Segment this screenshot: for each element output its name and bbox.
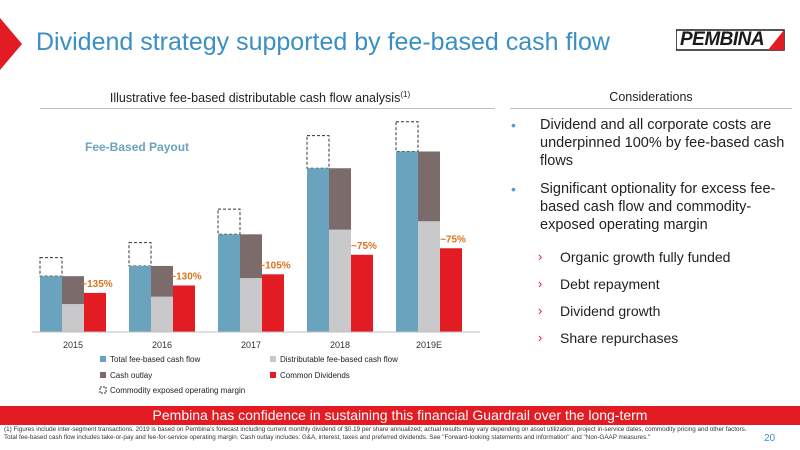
dividend-bar: [351, 254, 373, 332]
cash-outlay-bar: [329, 168, 351, 230]
total-fee-based-bar: [129, 265, 151, 332]
chevron-right-icon: ›: [538, 276, 543, 291]
distributable-bar: [240, 278, 262, 332]
chart-title: Illustrative fee-based distributable cas…: [40, 90, 480, 105]
sub-bullet-item: › Share repurchases: [508, 329, 793, 347]
payout-label: ~75%: [351, 241, 377, 252]
page-title: Dividend strategy supported by fee-based…: [36, 28, 610, 56]
total-fee-based-bar: [396, 151, 418, 332]
legend-swatch: [100, 372, 106, 378]
bullet-dot-icon: •: [511, 117, 516, 133]
commodity-margin-bar: [306, 135, 330, 169]
x-tick-label: 2016: [152, 340, 172, 350]
legend-swatch: [99, 386, 107, 394]
cash-outlay-bar: [418, 151, 440, 222]
x-tick-label: 2018: [330, 340, 350, 350]
bullet-dot-icon: •: [511, 181, 516, 197]
sub-bullet-item: › Dividend growth: [508, 302, 793, 320]
legend-label: Common Dividends: [280, 371, 350, 380]
commodity-margin-bar: [39, 257, 63, 277]
bullet-item: • Significant optionality for excess fee-…: [508, 180, 793, 234]
considerations-divider: [510, 108, 792, 109]
payout-label: ~75%: [440, 234, 466, 245]
page-number: 20: [764, 433, 776, 444]
chart-title-divider: [40, 108, 495, 109]
dividend-bar: [440, 248, 462, 332]
bullet-item: • Dividend and all corporate costs are un…: [508, 116, 793, 170]
x-tick-label: 2017: [241, 340, 261, 350]
legend-label: Distributable fee-based cash flow: [280, 355, 398, 364]
bar-chart: Fee-Based Payout ~135% 2015 ~130% 2016 ~105% 2…: [32, 121, 480, 395]
company-logo: PEMBINA: [675, 28, 788, 52]
distributable-bar: [418, 221, 440, 332]
legend-swatch: [270, 372, 276, 378]
dividend-bar: [84, 292, 106, 332]
sub-bullet-item: › Debt repayment: [508, 275, 793, 293]
chevron-right-icon: ›: [538, 330, 543, 345]
chevron-right-icon: ›: [538, 303, 543, 318]
legend-label: Commodity exposed operating margin: [110, 386, 245, 395]
bullet-text: Significant optionality for excess fee-b…: [540, 181, 776, 233]
bullet-text: Dividend and all corporate costs are und…: [540, 117, 785, 169]
considerations-list: • Dividend and all corporate costs are un…: [508, 116, 793, 356]
dividend-bar: [173, 285, 195, 332]
chart-title-text: Illustrative fee-based distributable cas…: [109, 91, 401, 106]
footnotes: (1) Figures include inter-segment transa…: [4, 426, 764, 441]
legend-label: Total fee-based cash flow: [110, 355, 200, 364]
chevron-right-icon: ›: [538, 249, 543, 264]
legend-swatch: [270, 356, 276, 362]
distributable-bar: [151, 296, 173, 332]
x-tick-label: 2015: [63, 340, 83, 350]
logo-text: PEMBINA: [680, 29, 765, 50]
cash-outlay-bar: [240, 234, 262, 279]
sub-bullet-item: › Organic growth fully funded: [508, 248, 793, 266]
considerations-title: Considerations: [609, 90, 693, 104]
commodity-margin-bar: [217, 208, 241, 235]
distributable-bar: [62, 304, 84, 332]
payout-label: ~105%: [259, 260, 291, 271]
sub-bullet-text: Organic growth fully funded: [560, 249, 731, 265]
accent-shape: [0, 18, 22, 70]
total-fee-based-bar: [307, 168, 329, 332]
footnote-1: (1) Figures include inter-segment transa…: [4, 426, 747, 433]
dividend-bar: [262, 274, 284, 332]
chart-title-footnote: (1): [400, 90, 411, 99]
sub-bullet-text: Dividend growth: [560, 303, 661, 319]
fee-based-payout-label: Fee-Based Payout: [85, 140, 189, 154]
summary-banner: Pembina has confidence in sustaining thi…: [0, 406, 800, 425]
legend-label: Cash outlay: [110, 371, 152, 380]
sub-bullet-text: Share repurchases: [560, 330, 679, 346]
commodity-margin-bar: [395, 121, 419, 152]
cash-outlay-bar: [62, 276, 84, 305]
logo-graphic: [675, 29, 785, 51]
x-tick-label: 2019E: [416, 340, 442, 350]
commodity-margin-bar: [128, 242, 152, 267]
sub-bullet-text: Debt repayment: [560, 276, 660, 292]
distributable-bar: [329, 229, 351, 332]
payout-label: ~130%: [170, 271, 202, 282]
total-fee-based-bar: [40, 276, 62, 332]
payout-label: ~135%: [81, 279, 113, 290]
cash-outlay-bar: [151, 265, 173, 297]
footnote-2: Total fee-based cash flow includes take-…: [4, 433, 651, 441]
legend-swatch: [100, 356, 106, 362]
total-fee-based-bar: [218, 234, 240, 332]
logo-red-triangle: [768, 30, 784, 50]
